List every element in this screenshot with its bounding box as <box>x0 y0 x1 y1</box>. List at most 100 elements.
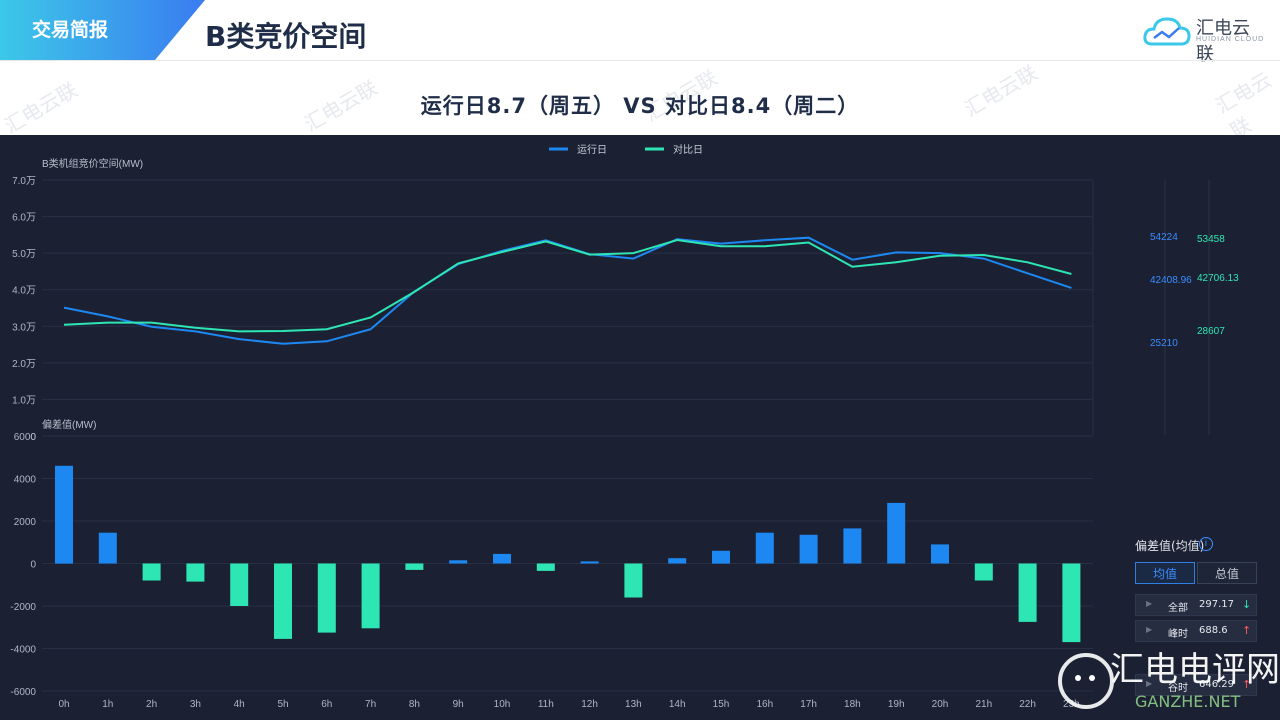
arrow-up-icon: ↑ <box>1242 624 1252 637</box>
logo-subtext: HUIDIAN CLOUD <box>1196 36 1265 43</box>
bar-y-tick-label: -4000 <box>10 645 36 656</box>
arrow-up-icon: ↑ <box>1242 678 1252 691</box>
x-tick-label: 2h <box>146 699 157 710</box>
run-avg-value: 42408.96 <box>1150 275 1192 286</box>
bar-y-axis-label: 偏差值(MW) <box>42 418 96 431</box>
line-y-tick-label: 1.0万 <box>12 395 36 406</box>
deviation-bar <box>712 550 730 564</box>
x-tick-label: 0h <box>58 699 69 710</box>
x-tick-label: 1h <box>102 699 113 710</box>
deviation-bar <box>186 563 205 582</box>
deviation-bar <box>843 528 862 564</box>
deviation-bar <box>230 563 249 606</box>
header-divider <box>0 60 1280 61</box>
x-tick-label: 17h <box>800 699 817 710</box>
corner-watermark: 汇电电评网 GANZHE.NET <box>1055 640 1280 720</box>
stat-label: 谷时 <box>1168 683 1188 694</box>
bar-y-tick-label: 2000 <box>14 517 37 528</box>
deviation-bar <box>274 563 292 639</box>
x-tick-label: 16h <box>756 699 773 710</box>
x-tick-label: 8h <box>409 699 420 710</box>
corner-watermark-url: GANZHE.NET <box>1135 692 1241 711</box>
stat-label: 全部 <box>1168 603 1188 614</box>
deviation-bar <box>931 544 949 564</box>
compare-avg-value: 42706.13 <box>1197 273 1239 284</box>
run-max-value: 54224 <box>1150 232 1178 243</box>
legend-label-compare[interactable]: 对比日 <box>673 143 703 156</box>
line-y-tick-label: 6.0万 <box>12 213 36 224</box>
x-tick-label: 22h <box>1019 699 1036 710</box>
deviation-bar <box>405 563 424 570</box>
line-y-tick-label: 3.0万 <box>12 322 36 333</box>
x-tick-label: 18h <box>844 699 861 710</box>
deviation-bar <box>668 558 687 564</box>
deviation-panel-title: 偏差值(均值) <box>1135 539 1205 553</box>
deviation-bar <box>887 502 906 564</box>
x-tick-label: 10h <box>494 699 511 710</box>
deviation-bar <box>55 465 73 564</box>
x-tick-label: 12h <box>581 699 598 710</box>
series-line-compare-day <box>63 238 1072 333</box>
stat-value: 297.17 <box>1199 599 1234 610</box>
stat-value: 646.29 <box>1199 679 1234 690</box>
x-tick-label: 5h <box>277 699 288 710</box>
x-tick-label: 19h <box>888 699 905 710</box>
deviation-bar <box>1062 563 1081 643</box>
brand-logo: 汇电云联 HUIDIAN CLOUD <box>1140 14 1265 65</box>
stat-row-peak[interactable]: ▶ 峰时 688.6 ↑ <box>1135 620 1257 642</box>
stat-label: 峰时 <box>1168 629 1188 640</box>
bar-y-tick-label: -6000 <box>10 687 36 698</box>
line-y-tick-label: 4.0万 <box>12 286 36 297</box>
x-tick-label: 7h <box>365 699 376 710</box>
deviation-bar <box>361 563 380 629</box>
deviation-bar <box>624 563 643 598</box>
stat-row-all[interactable]: ▶ 全部 297.17 ↓ <box>1135 594 1257 616</box>
compare-min-value: 28607 <box>1197 326 1225 337</box>
deviation-bar <box>974 563 993 581</box>
x-tick-label: 4h <box>234 699 245 710</box>
info-icon[interactable]: i <box>1199 537 1213 551</box>
deviation-bar <box>449 560 468 564</box>
legend-label-run[interactable]: 运行日 <box>577 143 607 156</box>
x-tick-label: 20h <box>932 699 949 710</box>
expand-icon: ▶ <box>1146 599 1153 608</box>
corner-watermark-text: 汇电电评网 <box>1110 650 1280 690</box>
bar-y-tick-label: 0 <box>30 560 36 571</box>
x-tick-label: 14h <box>669 699 686 710</box>
expand-icon: ▶ <box>1146 679 1153 688</box>
line-y-tick-label: 0 <box>30 432 36 443</box>
chart-subtitle: 运行日8.7（周五） VS 对比日8.4（周二） <box>420 94 860 118</box>
x-tick-label: 9h <box>453 699 464 710</box>
tab-total[interactable]: 总值 <box>1197 562 1257 584</box>
x-tick-label: 11h <box>538 699 554 710</box>
legend: 运行日 对比日 <box>549 143 703 156</box>
x-tick-label: 21h <box>975 699 992 710</box>
line-y-tick-label: 5.0万 <box>12 249 36 260</box>
cloud-logo-icon <box>1143 17 1191 46</box>
compare-max-value: 53458 <box>1197 234 1225 245</box>
bar-y-tick-label: 4000 <box>14 475 37 486</box>
tab-average[interactable]: 均值 <box>1135 562 1195 584</box>
header: 交易简报 B类竞价空间 汇电云联 HUIDIAN CLOUD <box>0 0 1280 65</box>
deviation-bar <box>1018 563 1037 622</box>
deviation-bar <box>580 561 599 564</box>
deviation-bar <box>142 563 161 581</box>
deviation-bar <box>536 563 555 571</box>
line-y-tick-label: 7.0万 <box>12 176 36 187</box>
deviation-bar <box>799 534 818 564</box>
line-y-tick-label: 2.0万 <box>12 359 36 370</box>
x-tick-label: 15h <box>713 699 730 710</box>
arrow-down-icon: ↓ <box>1242 598 1252 611</box>
logo-text: 汇电云联 <box>1196 18 1250 65</box>
section-tag: 交易简报 <box>32 19 109 41</box>
deviation-bar <box>755 532 774 564</box>
x-tick-label: 13h <box>625 699 642 710</box>
line-y-axis-label: B类机组竞价空间(MW) <box>42 157 143 170</box>
deviation-bar <box>317 563 336 633</box>
deviation-bar <box>493 553 511 564</box>
bar-y-tick-label: 6000 <box>14 432 37 443</box>
bar-y-tick-label: -2000 <box>10 602 36 613</box>
x-tick-label: 6h <box>321 699 332 710</box>
stat-row-valley[interactable]: ▶ 谷时 646.29 ↑ <box>1135 674 1257 696</box>
